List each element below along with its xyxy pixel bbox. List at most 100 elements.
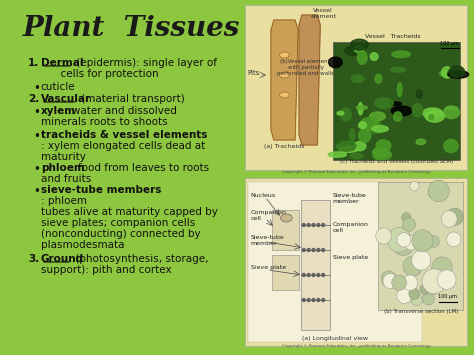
- Ellipse shape: [337, 141, 356, 151]
- Circle shape: [409, 288, 419, 300]
- Text: phloem: phloem: [41, 163, 84, 173]
- Circle shape: [404, 235, 418, 250]
- Circle shape: [402, 275, 418, 291]
- Ellipse shape: [382, 142, 391, 147]
- Ellipse shape: [439, 70, 455, 77]
- Ellipse shape: [444, 140, 458, 153]
- Ellipse shape: [357, 51, 367, 64]
- Ellipse shape: [416, 139, 426, 144]
- Ellipse shape: [397, 83, 402, 97]
- Circle shape: [317, 273, 320, 277]
- Circle shape: [317, 299, 320, 301]
- Ellipse shape: [428, 115, 434, 120]
- Circle shape: [322, 273, 325, 277]
- Text: •: •: [33, 82, 40, 95]
- Circle shape: [307, 273, 310, 277]
- Ellipse shape: [345, 46, 364, 55]
- Text: 1.: 1.: [28, 58, 39, 68]
- Text: (b)Vessel elements
with partially
perforated end walls: (b)Vessel elements with partially perfor…: [277, 59, 334, 76]
- FancyBboxPatch shape: [333, 42, 460, 160]
- Ellipse shape: [354, 45, 364, 53]
- Circle shape: [412, 230, 433, 252]
- Ellipse shape: [350, 129, 355, 142]
- Text: sieve-tube members: sieve-tube members: [41, 185, 161, 195]
- Text: sieve plates; companion cells: sieve plates; companion cells: [41, 218, 195, 228]
- Circle shape: [383, 273, 398, 289]
- Ellipse shape: [373, 148, 390, 157]
- FancyBboxPatch shape: [301, 200, 330, 330]
- Circle shape: [410, 181, 419, 191]
- Circle shape: [403, 256, 422, 276]
- Text: minerals roots to shoots: minerals roots to shoots: [41, 117, 167, 127]
- Text: Sieve plate: Sieve plate: [333, 255, 368, 260]
- Circle shape: [307, 299, 310, 301]
- Ellipse shape: [328, 57, 342, 68]
- Ellipse shape: [425, 110, 444, 122]
- Text: Dermal: Dermal: [41, 58, 83, 68]
- Ellipse shape: [358, 103, 363, 115]
- Ellipse shape: [372, 126, 388, 132]
- Text: : water and dissolved: : water and dissolved: [65, 106, 177, 116]
- Circle shape: [322, 299, 325, 301]
- Text: •: •: [33, 185, 40, 198]
- Text: : food from leaves to roots: : food from leaves to roots: [71, 163, 209, 173]
- Ellipse shape: [341, 108, 351, 121]
- FancyBboxPatch shape: [245, 5, 467, 170]
- Text: (a) Longitudinal view: (a) Longitudinal view: [302, 336, 368, 341]
- Ellipse shape: [442, 67, 453, 78]
- Text: (epidermis): single layer of: (epidermis): single layer of: [73, 58, 217, 68]
- FancyBboxPatch shape: [248, 182, 422, 342]
- Text: Vascular: Vascular: [41, 94, 91, 104]
- Circle shape: [312, 224, 315, 226]
- Ellipse shape: [437, 113, 447, 117]
- Text: Sieve plate: Sieve plate: [251, 265, 286, 270]
- Circle shape: [425, 277, 441, 295]
- Ellipse shape: [422, 108, 443, 118]
- Text: Vessel   Tracheids: Vessel Tracheids: [365, 34, 420, 39]
- Ellipse shape: [375, 74, 382, 83]
- Circle shape: [302, 224, 305, 226]
- Ellipse shape: [391, 67, 406, 72]
- Text: (material transport): (material transport): [78, 94, 184, 104]
- Circle shape: [422, 293, 434, 305]
- Circle shape: [312, 273, 315, 277]
- Text: 3.: 3.: [28, 254, 39, 264]
- Ellipse shape: [370, 112, 385, 121]
- Circle shape: [302, 273, 305, 277]
- Ellipse shape: [449, 66, 465, 77]
- Text: Companion
cell: Companion cell: [251, 210, 286, 221]
- Circle shape: [312, 299, 315, 301]
- Circle shape: [447, 232, 461, 247]
- Circle shape: [432, 257, 452, 278]
- Ellipse shape: [360, 118, 379, 130]
- Polygon shape: [271, 20, 298, 140]
- Text: cells for protection: cells for protection: [41, 69, 158, 79]
- Circle shape: [302, 299, 305, 301]
- Ellipse shape: [393, 112, 402, 121]
- Circle shape: [307, 248, 310, 251]
- Text: tracheids & vessel elements: tracheids & vessel elements: [41, 130, 207, 140]
- Circle shape: [376, 228, 392, 244]
- Circle shape: [441, 211, 457, 227]
- Ellipse shape: [358, 122, 366, 129]
- Circle shape: [392, 275, 407, 290]
- Text: Companion
cell: Companion cell: [333, 222, 369, 233]
- Circle shape: [322, 248, 325, 251]
- Text: : xylem elongated cells dead at: : xylem elongated cells dead at: [41, 141, 205, 151]
- Ellipse shape: [392, 51, 410, 58]
- Text: •: •: [33, 130, 40, 143]
- Text: Plant  Tissues: Plant Tissues: [23, 15, 240, 42]
- Ellipse shape: [339, 147, 358, 152]
- Circle shape: [411, 294, 422, 306]
- Text: maturity: maturity: [41, 152, 86, 162]
- Text: cuticle: cuticle: [41, 82, 75, 92]
- Ellipse shape: [391, 106, 412, 116]
- Ellipse shape: [367, 121, 383, 133]
- Text: tubes alive at maturity capped by: tubes alive at maturity capped by: [41, 207, 218, 217]
- Text: : phloem: : phloem: [41, 196, 87, 206]
- Text: (photosynthesis, storage,: (photosynthesis, storage,: [72, 254, 208, 264]
- FancyBboxPatch shape: [272, 255, 299, 290]
- Circle shape: [307, 224, 310, 226]
- Text: and fruits: and fruits: [41, 174, 91, 184]
- Circle shape: [312, 248, 315, 251]
